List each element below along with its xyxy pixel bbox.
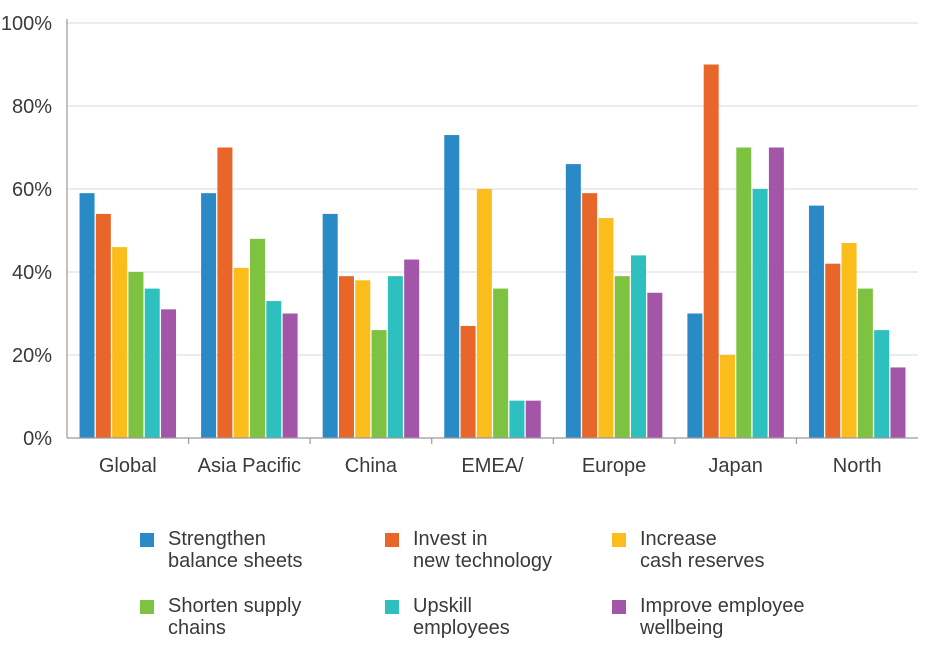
category-labels: Global Asia Pacificex China, ex Japan Chin…: [99, 455, 895, 480]
bar: [857, 288, 873, 438]
bar: [233, 267, 249, 438]
legend-item: Shorten supply chains: [140, 595, 301, 639]
bar: [404, 259, 420, 438]
legend-label: Increase cash reserves: [640, 528, 765, 572]
bar: [631, 255, 647, 438]
bar: [647, 292, 663, 438]
bar: [266, 301, 282, 438]
bar: [874, 330, 890, 438]
legend-item: Increase cash reserves: [612, 528, 765, 572]
bar: [719, 355, 735, 438]
bar: [703, 64, 719, 438]
gridlines: [67, 22, 918, 356]
y-tick-label: 60%: [12, 179, 52, 201]
bar: [282, 313, 298, 438]
bars: [79, 64, 906, 439]
legend-label: Shorten supply chains: [168, 595, 302, 639]
bar: [890, 367, 906, 438]
category-label: NorthAmerica: [821, 455, 895, 480]
bar: [338, 276, 354, 438]
bar: [525, 400, 541, 438]
bar-chart: 0% 20% 40% 60% 80% 100% Global Asia Pacificex …: [1, 13, 918, 480]
legend-swatch: [612, 600, 626, 614]
y-tick-label: 0%: [23, 428, 52, 450]
y-tick-label: 80%: [12, 96, 52, 118]
y-tick-label: 100%: [1, 13, 52, 35]
bar: [387, 276, 403, 438]
bar: [444, 135, 460, 439]
category-label: EMEA/Latin America: [432, 455, 554, 480]
bar: [460, 325, 476, 438]
y-tick-label: 20%: [12, 345, 52, 367]
category-label: Global: [99, 455, 157, 477]
bar: [322, 213, 338, 438]
bar: [808, 205, 824, 438]
bar: [582, 193, 598, 438]
bar: [493, 288, 509, 438]
category-label: China: [345, 455, 398, 477]
bar: [736, 147, 752, 438]
bar: [614, 276, 630, 438]
category-label: Europe: [582, 455, 647, 477]
bar: [79, 193, 95, 438]
bar: [355, 280, 371, 438]
bar: [95, 213, 111, 438]
category-label: Asia Pacificex China, ex Japan: [164, 455, 335, 480]
legend-label: Strengthen balance sheets: [168, 528, 303, 572]
bar: [598, 218, 614, 438]
bar: [144, 288, 160, 438]
bar: [476, 189, 492, 438]
bar: [112, 247, 128, 438]
legend: Strengthen balance sheets Invest in new …: [140, 528, 900, 643]
bar: [841, 242, 857, 438]
legend-swatch: [140, 600, 154, 614]
bar: [509, 400, 525, 438]
legend-swatch: [385, 533, 399, 547]
category-label: Japan: [708, 455, 763, 477]
bar: [687, 313, 703, 438]
legend-swatch: [612, 533, 626, 547]
legend-item: Upskill employees: [385, 595, 510, 639]
legend-label: Upskill employees: [413, 595, 510, 639]
y-axis-ticks: 0% 20% 40% 60% 80% 100%: [1, 13, 52, 450]
bar: [201, 193, 217, 438]
bar: [217, 147, 233, 438]
bar: [161, 309, 177, 438]
x-axis: [66, 19, 918, 444]
legend-item: Invest in new technology: [385, 528, 552, 572]
bar: [128, 272, 144, 438]
bar: [768, 147, 784, 438]
bar: [825, 263, 841, 438]
bar: [250, 238, 266, 438]
legend-label: Invest in new technology: [413, 528, 552, 572]
legend-swatch: [140, 533, 154, 547]
legend-item: Improve employee wellbeing: [612, 595, 805, 639]
legend-item: Strengthen balance sheets: [140, 528, 303, 572]
bar: [565, 164, 581, 438]
legend-label: Improve employee wellbeing: [640, 595, 805, 639]
bar: [752, 189, 768, 438]
y-tick-label: 40%: [12, 262, 52, 284]
bar: [371, 330, 387, 438]
legend-swatch: [385, 600, 399, 614]
